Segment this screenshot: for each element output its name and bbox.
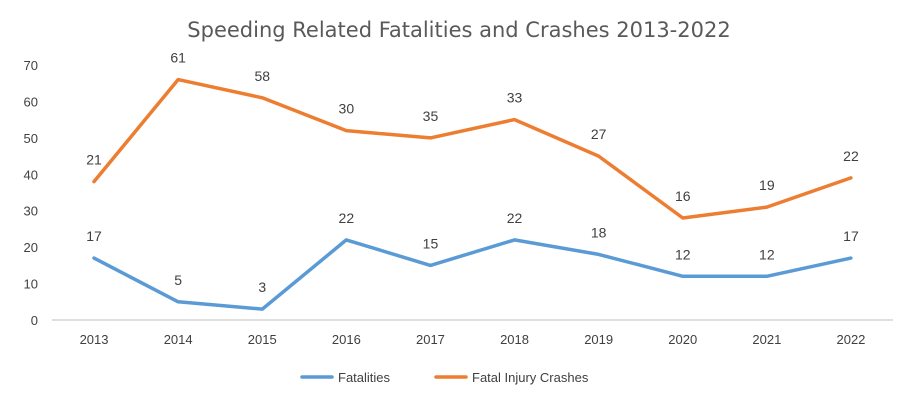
x-tick-label: 2019 <box>584 332 613 347</box>
y-tick-label: 40 <box>24 167 38 182</box>
series-fatal-injury-crashes: 21 61 58 30 35 33 27 16 19 22 <box>86 50 859 218</box>
data-label: 22 <box>339 210 355 226</box>
y-tick-label: 60 <box>24 94 38 109</box>
x-tick-label: 2017 <box>416 332 445 347</box>
x-tick-label: 2013 <box>80 332 109 347</box>
data-label: 19 <box>759 177 775 193</box>
y-tick-label: 30 <box>24 204 38 219</box>
data-label: 12 <box>675 246 691 262</box>
data-label: 22 <box>843 148 859 164</box>
line-chart: Speeding Related Fatalities and Crashes … <box>0 0 919 402</box>
x-axis: 2013 2014 2015 2016 2017 2018 2019 2020 2021 2022 <box>52 320 893 347</box>
x-tick-label: 2016 <box>332 332 361 347</box>
data-label: 5 <box>174 272 182 288</box>
data-label: 17 <box>843 228 859 244</box>
data-label: 18 <box>591 224 607 240</box>
y-tick-label: 50 <box>24 131 38 146</box>
y-axis: 0 10 20 30 40 50 60 70 <box>24 58 38 328</box>
x-tick-label: 2018 <box>500 332 529 347</box>
x-tick-label: 2020 <box>668 332 697 347</box>
data-label: 33 <box>507 90 523 106</box>
legend-item: Fatalities <box>302 370 391 385</box>
legend-label: Fatal Injury Crashes <box>472 370 589 385</box>
y-tick-label: 20 <box>24 240 38 255</box>
x-tick-label: 2022 <box>836 332 865 347</box>
data-label: 16 <box>675 188 691 204</box>
data-label: 61 <box>170 50 186 66</box>
series-line <box>94 240 851 309</box>
x-tick-label: 2015 <box>248 332 277 347</box>
y-tick-label: 10 <box>24 277 38 292</box>
x-tick-label: 2014 <box>164 332 193 347</box>
data-label: 27 <box>591 126 607 142</box>
legend: Fatalities Fatal Injury Crashes <box>302 370 589 385</box>
data-label: 3 <box>258 279 266 295</box>
x-tick-label: 2021 <box>752 332 781 347</box>
legend-label: Fatalities <box>338 370 391 385</box>
chart-title: Speeding Related Fatalities and Crashes … <box>187 18 730 42</box>
data-label: 21 <box>86 152 102 168</box>
chart-canvas: Speeding Related Fatalities and Crashes … <box>0 0 919 402</box>
data-label: 12 <box>759 246 775 262</box>
y-tick-label: 70 <box>24 58 38 73</box>
data-label: 17 <box>86 228 102 244</box>
data-label: 30 <box>339 101 355 117</box>
series-fatalities: 17 5 3 22 15 22 18 12 12 17 <box>86 210 859 309</box>
series-layer: 17 5 3 22 15 22 18 12 12 17 21 61 58 30 35 33 27 16 19 22 <box>86 50 859 310</box>
data-label: 35 <box>423 108 439 124</box>
y-tick-label: 0 <box>31 313 38 328</box>
data-label: 15 <box>423 235 439 251</box>
series-line <box>94 80 851 218</box>
legend-item: Fatal Injury Crashes <box>436 370 589 385</box>
data-label: 58 <box>254 68 270 84</box>
data-label: 22 <box>507 210 523 226</box>
